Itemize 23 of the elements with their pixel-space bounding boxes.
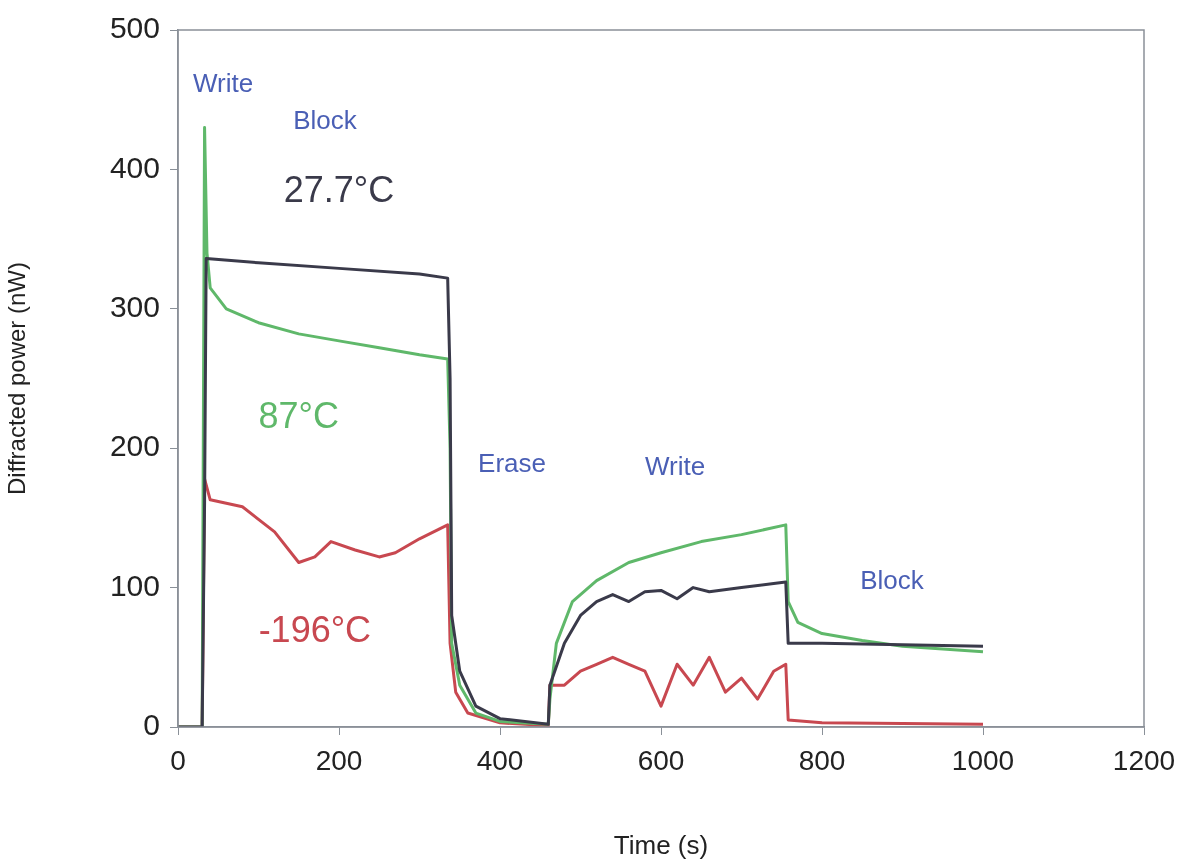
x-axis-title: Time (s): [613, 829, 709, 860]
y-tick-label: 100: [109, 568, 160, 602]
annotation: Block: [860, 565, 925, 596]
x-tick-label: 800: [798, 744, 846, 776]
y-tick-label: 400: [109, 150, 160, 184]
y-tick-label: 0: [143, 708, 160, 742]
series-label: 87°C: [258, 394, 339, 436]
annotation: Write: [192, 68, 254, 99]
annotation: Erase: [478, 448, 546, 479]
series-label: -196°C: [258, 608, 372, 650]
annotation: Write: [644, 451, 706, 482]
x-tick-label: 400: [476, 744, 524, 776]
y-tick-label: 200: [109, 429, 160, 463]
x-tick-label: 600: [637, 744, 685, 776]
series-label: 27.7°C: [283, 169, 395, 211]
x-tick-label: 200: [315, 744, 363, 776]
y-axis-title: Diffracted power (nW): [3, 262, 31, 495]
annotation: Block: [293, 105, 358, 136]
x-tick-label: 0: [170, 744, 186, 776]
y-tick-label: 300: [109, 290, 160, 324]
x-tick-label: 1200: [1112, 744, 1176, 776]
x-tick-label: 1000: [951, 744, 1015, 776]
y-tick-label: 500: [109, 11, 160, 45]
